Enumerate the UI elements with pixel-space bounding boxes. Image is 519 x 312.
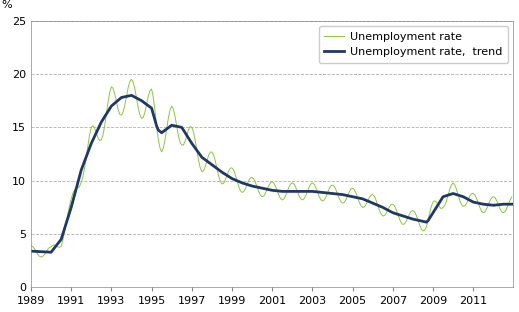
- Unemployment rate: [274, 189, 280, 193]
- Unemployment rate: [38, 255, 44, 259]
- Unemployment rate,  trend: [274, 189, 280, 193]
- Unemployment rate,  trend: [48, 250, 54, 254]
- Unemployment rate: [443, 199, 449, 203]
- Unemployment rate,  trend: [72, 193, 78, 197]
- Unemployment rate: [455, 193, 461, 197]
- Line: Unemployment rate: Unemployment rate: [31, 79, 512, 257]
- Unemployment rate: [72, 188, 78, 192]
- Unemployment rate,  trend: [455, 193, 461, 197]
- Unemployment rate,  trend: [28, 249, 34, 253]
- Legend: Unemployment rate, Unemployment rate,  trend: Unemployment rate, Unemployment rate, tr…: [319, 26, 508, 63]
- Unemployment rate: [470, 192, 476, 195]
- Line: Unemployment rate,  trend: Unemployment rate, trend: [31, 95, 512, 252]
- Unemployment rate,  trend: [470, 200, 476, 204]
- Unemployment rate: [509, 195, 515, 199]
- Unemployment rate: [435, 203, 441, 207]
- Unemployment rate,  trend: [509, 202, 515, 206]
- Unemployment rate,  trend: [443, 194, 449, 197]
- Unemployment rate,  trend: [435, 203, 441, 207]
- Unemployment rate,  trend: [128, 94, 134, 97]
- Unemployment rate: [28, 244, 34, 248]
- Unemployment rate: [128, 77, 134, 81]
- Y-axis label: %: %: [2, 0, 12, 10]
